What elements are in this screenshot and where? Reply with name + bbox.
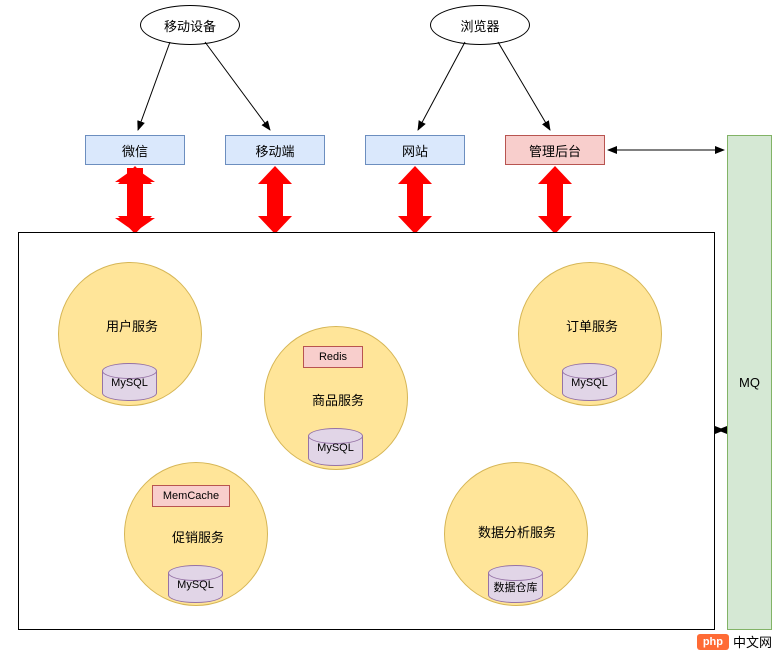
promotion-service-label: 促销服务 bbox=[166, 527, 230, 546]
mq-label: MQ bbox=[739, 375, 760, 390]
mq-box: MQ bbox=[727, 135, 772, 630]
memcache-box: MemCache bbox=[152, 485, 230, 507]
user-service-label: 用户服务 bbox=[100, 316, 164, 335]
watermark-text: 中文网 bbox=[733, 632, 772, 651]
redis-box: Redis bbox=[303, 346, 363, 368]
wechat-box: 微信 bbox=[85, 135, 185, 165]
product-db-icon: MySQL bbox=[308, 428, 363, 466]
memcache-label: MemCache bbox=[163, 490, 219, 502]
mobile-device-label: 移动设备 bbox=[164, 16, 216, 35]
order-db-label: MySQL bbox=[562, 377, 617, 389]
order-db-icon: MySQL bbox=[562, 363, 617, 401]
admin-box: 管理后台 bbox=[505, 135, 605, 165]
watermark: php 中文网 bbox=[697, 632, 772, 651]
wechat-label: 微信 bbox=[122, 141, 148, 160]
website-label: 网站 bbox=[402, 141, 428, 160]
product-service-label: 商品服务 bbox=[306, 390, 370, 409]
browser-node: 浏览器 bbox=[430, 5, 530, 45]
website-box: 网站 bbox=[365, 135, 465, 165]
analytics-db-label: 数据仓库 bbox=[488, 579, 543, 595]
analytics-service-label: 数据分析服务 bbox=[472, 522, 562, 541]
architecture-diagram: 移动设备 浏览器 微信 移动端 网站 管 bbox=[0, 0, 782, 661]
user-db-label: MySQL bbox=[102, 377, 157, 389]
product-db-label: MySQL bbox=[308, 442, 363, 454]
browser-label: 浏览器 bbox=[460, 16, 499, 35]
promotion-db-label: MySQL bbox=[168, 579, 223, 591]
user-db-icon: MySQL bbox=[102, 363, 157, 401]
mobile-device-node: 移动设备 bbox=[140, 5, 240, 45]
admin-label: 管理后台 bbox=[529, 141, 581, 160]
promotion-db-icon: MySQL bbox=[168, 565, 223, 603]
mobile-label: 移动端 bbox=[255, 141, 294, 160]
redis-label: Redis bbox=[319, 351, 347, 363]
watermark-badge: php bbox=[697, 634, 729, 650]
mobile-box: 移动端 bbox=[225, 135, 325, 165]
analytics-db-icon: 数据仓库 bbox=[488, 565, 543, 603]
order-service-label: 订单服务 bbox=[560, 316, 624, 335]
